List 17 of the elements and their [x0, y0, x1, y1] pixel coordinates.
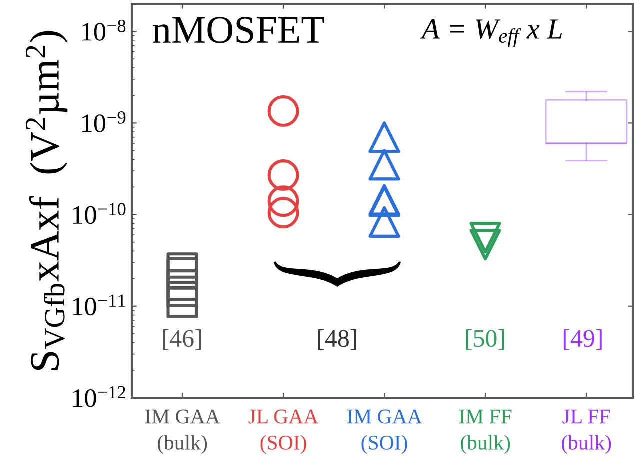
- y-tick-label: 10$^{−11}$: [73, 294, 126, 316]
- annotation: A = W$_{eff}$ x L: [420, 20, 562, 48]
- y-tick-label: 10$^{−9}$: [82, 111, 126, 132]
- annotation: nMOSFET: [152, 17, 324, 44]
- x-tick-label: JL FF (bulk): [562, 410, 612, 454]
- annotation: [48]: [318, 330, 356, 350]
- y-tick-label: 10$^{−10}$: [73, 203, 126, 224]
- annotation: [46]: [163, 330, 202, 350]
- x-tick-label: IM GAA (bulk): [145, 410, 220, 454]
- annotation: [50]: [466, 330, 504, 350]
- x-tick-label: IM FF (bulk): [459, 410, 512, 454]
- x-tick-label: IM GAA (SOI): [347, 410, 422, 454]
- x-tick-label: JL GAA (SOI): [248, 410, 319, 454]
- y-tick-label: 10$^{−12}$: [73, 386, 126, 408]
- y-axis-title: S$_{VGfb}$xAxf (V$^{2}$µm$^{2}$): [26, 31, 68, 370]
- y-tick-label: 10$^{−8}$: [82, 20, 126, 41]
- annotation: [49]: [564, 330, 602, 350]
